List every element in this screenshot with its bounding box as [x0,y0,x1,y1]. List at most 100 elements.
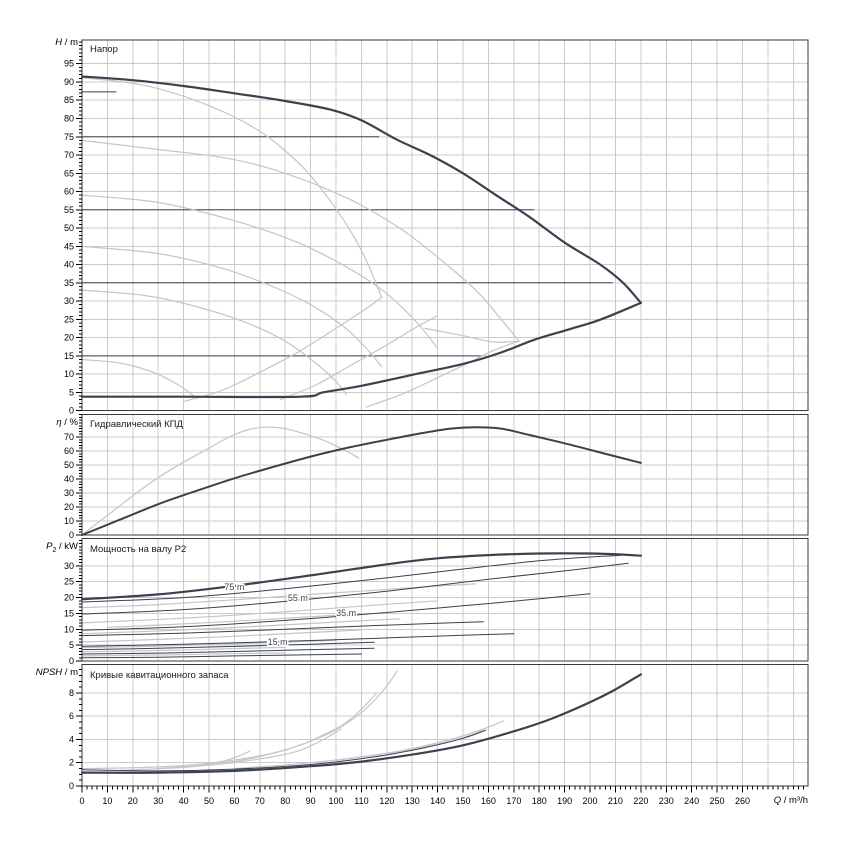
x-tick-label: 200 [583,796,598,806]
y-tick-label: 95 [64,59,74,69]
y-tick-label: 8 [69,688,74,698]
curve-envelope-bottom [80,301,642,399]
x-tick-label: 110 [354,796,368,806]
y-tick-label: 60 [64,446,74,456]
axis-symbol: Q [773,795,782,806]
panel-title-efficiency: Гидравлический КПД [90,419,183,430]
y-axis-ticks [76,41,82,412]
curve-label: 15 m [268,637,288,647]
gridlines [82,414,808,535]
x-tick-label: 160 [481,796,496,806]
x-tick-label: 70 [255,796,265,806]
y-tick-label: 90 [64,77,74,87]
x-tick-label: 180 [532,796,547,806]
y-tick-label: 15 [64,608,74,618]
axis-symbol: η [56,417,62,428]
axis-symbol: NPSH [35,667,63,678]
y-tick-label: 6 [69,711,74,721]
y-tick-label: 10 [64,624,74,634]
y-tick-label: 65 [64,168,74,178]
x-tick-label: 10 [102,796,112,806]
y-tick-label: 70 [64,150,74,160]
curve-power-gray-4 [81,629,362,643]
axis-unit: / % [61,417,78,428]
axis-unit: / m [62,667,78,678]
x-tick-label: 50 [204,796,214,806]
curve-power-control-c [81,641,375,651]
y-tick-label: 30 [64,296,74,306]
y-tick-label: 10 [64,369,74,379]
panel-power: 75 m 55 m 35 m 15 m 0 5 10 15 20 25 30 [64,538,809,666]
curve-power-gray-8 [106,613,362,628]
y-tick-label: 10 [64,516,74,526]
panel-efficiency: 0 10 20 30 40 50 60 70 [64,414,809,540]
y-tick-label: 80 [64,114,74,124]
curve-speed-curve-33 [81,289,347,395]
x-tick-label: 190 [557,796,572,806]
x-tick-label: 100 [329,796,344,806]
curve-label: 35 m [336,608,356,618]
y-tick-label: 70 [64,432,74,442]
x-tick-label: 220 [633,796,648,806]
curve-power-control-a [81,554,621,603]
curve-inner-envelope-tip [424,327,520,343]
x-tick-label: 260 [735,796,750,806]
x-tick-label: 0 [79,796,84,806]
y-tick-label: 40 [64,260,74,270]
curve-speed-curve-74 [81,139,520,342]
axis-unit: / m³/h [781,795,808,806]
x-tick-label: 150 [456,796,471,806]
gridlines [82,538,808,661]
x-tick-label: 140 [430,796,445,806]
y-tick-label: 5 [69,387,74,397]
curve-efficiency-alternative [81,426,360,536]
curve-label: 55 m [288,593,308,603]
x-tick-label: 80 [280,796,290,806]
y-tick-label: 40 [64,474,74,484]
y-axis-label-efficiency: η / % [56,417,78,430]
y-tick-label: 20 [64,502,74,512]
y-tick-label: 50 [64,460,74,470]
curve-label: 75 m [224,582,244,592]
axis-unit: / kW [56,541,78,552]
curve-power-gray-6 [81,646,286,653]
curve-limit-parabola-2 [279,315,439,401]
axis-symbol: H [55,37,63,48]
panel-border [81,538,809,662]
x-axis-label: Q / m³/h [774,795,808,806]
x-axis-ticks [81,786,804,793]
y-tick-label: 30 [64,561,74,571]
y-tick-label: 0 [69,656,74,666]
curve-power-75m [80,552,642,601]
panel-title-power: Мощность на валу P2 [90,544,187,555]
curve-power-control-e [81,653,362,659]
curve-limit-parabola-3 [365,340,520,408]
panel-border [81,664,809,787]
curve-power-gray-5 [81,639,337,649]
y-tick-label: 5 [69,640,74,650]
y-tick-label: 2 [69,758,74,768]
panel-border [81,414,809,536]
y-axis-ticks [76,414,82,536]
curve-npsh-gray-long [335,720,505,761]
x-tick-label: 250 [710,796,725,806]
y-tick-label: 15 [64,351,74,361]
y-axis-ticks [76,540,82,662]
curve-speed-curve-59 [81,194,439,350]
y-tick-label: 4 [69,734,74,744]
x-tick-label: 240 [684,796,699,806]
x-tick-label: 230 [659,796,674,806]
y-tick-label: 0 [69,781,74,791]
panel-border [81,39,809,412]
y-tick-label: 60 [64,187,74,197]
curve-power-gray-2 [81,600,439,624]
panel-npsh: 0 2 4 6 8 [69,664,809,791]
curve-power-15m [81,633,515,647]
y-axis-label-npsh: NPSH / m [36,667,78,680]
x-tick-label: 210 [608,796,623,806]
curve-npsh-secondary [81,729,487,772]
y-tick-label: 20 [64,593,74,603]
y-tick-label: 55 [64,205,74,215]
x-tick-label: 30 [153,796,163,806]
